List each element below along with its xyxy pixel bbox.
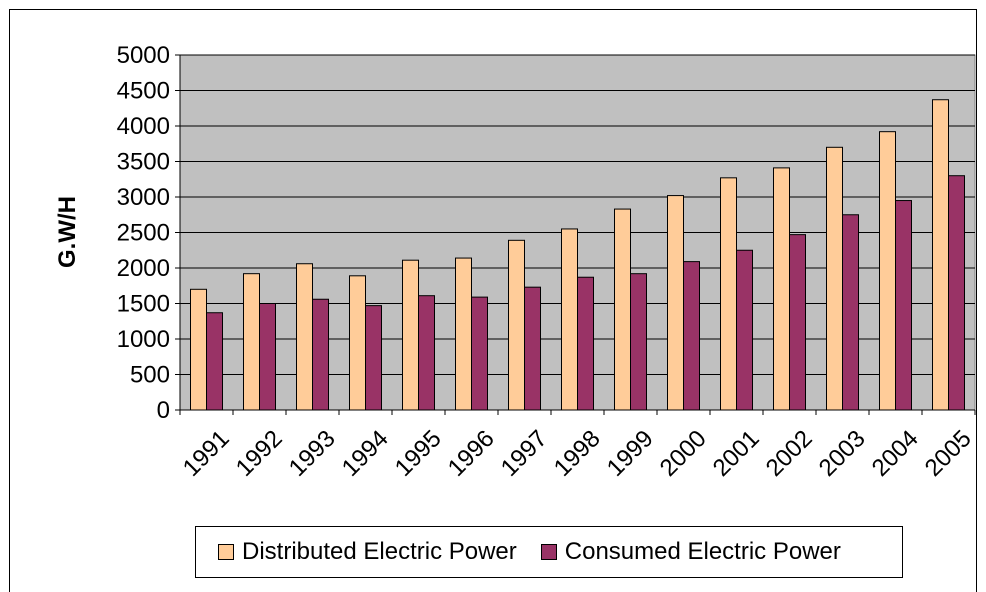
bar-consumed [312,298,329,411]
bar-distributed [561,228,578,411]
bar-distributed [190,288,207,411]
y-tick-label: 1500 [117,291,170,318]
bar-consumed [471,296,488,411]
y-tick-labels: 0 500 1000 1500 2000 2500 3000 3500 4000 4500 5000 [117,42,170,424]
x-tick-label: 1999 [602,425,659,482]
x-tick-label: 1995 [390,425,447,482]
bar-consumed [895,200,912,411]
bar-consumed [365,305,382,411]
bar-distributed [614,208,631,411]
x-tick-label: 2001 [708,425,765,482]
x-tick-label: 2000 [655,425,712,482]
y-tick-label: 3000 [117,184,170,211]
x-tick-label: 2004 [867,425,924,482]
bar-distributed [243,273,260,411]
y-axis-title: G.W/H [54,196,81,268]
x-tick-label: 2003 [814,425,871,482]
legend-item-consumed: Consumed Electric Power [540,538,841,566]
legend-swatch-distributed [218,544,234,560]
y-tick-label: 3500 [117,149,170,176]
bar-consumed [206,312,223,411]
y-tick-label: 500 [130,362,170,389]
y-tick-label: 4000 [117,113,170,140]
x-tick-label: 1991 [178,425,235,482]
legend-swatch-consumed [540,544,557,560]
y-tick-label: 1000 [117,326,170,353]
bar-consumed [948,175,965,411]
bars-layer [190,99,965,411]
x-tick-label: 2002 [761,425,818,482]
y-tick-label: 2500 [117,220,170,247]
bar-distributed [932,99,949,411]
x-tick-label: 1994 [337,425,394,482]
y-tick-label: 2000 [117,255,170,282]
bar-consumed [789,234,806,411]
x-tick-labels: 1991199219931994199519961997199819992000… [178,425,977,482]
bar-consumed [418,295,435,411]
bar-consumed [842,214,859,411]
bar-distributed [455,257,472,411]
x-tick-label: 2005 [920,425,977,482]
y-tick-label: 5000 [117,42,170,69]
bar-consumed [577,276,594,411]
legend-label-consumed: Consumed Electric Power [564,538,841,565]
x-tick-label: 1996 [443,425,500,482]
x-tick-label: 1993 [284,425,341,482]
bar-distributed [402,259,419,411]
bar-distributed [667,195,684,411]
legend: Distributed Electric Power Consumed Elec… [195,526,903,578]
x-tick-label: 1998 [549,425,606,482]
bar-consumed [524,286,541,411]
legend-label-distributed: Distributed Electric Power [242,538,517,565]
x-tick-label: 1997 [496,425,553,482]
bar-distributed [720,177,737,411]
bar-consumed [736,249,753,411]
bar-distributed [508,239,525,411]
bar-distributed [773,167,790,411]
x-tick-label: 1992 [231,425,288,482]
bar-consumed [259,303,276,411]
bar-distributed [879,131,896,411]
bar-distributed [296,263,313,411]
legend-item-distributed: Distributed Electric Power [218,538,517,566]
bar-consumed [630,273,647,411]
y-tick-label: 0 [157,397,170,424]
bar-consumed [683,261,700,411]
y-tick-label: 4500 [117,78,170,105]
bar-distributed [826,146,843,411]
bar-distributed [349,275,366,411]
axes [175,54,976,415]
